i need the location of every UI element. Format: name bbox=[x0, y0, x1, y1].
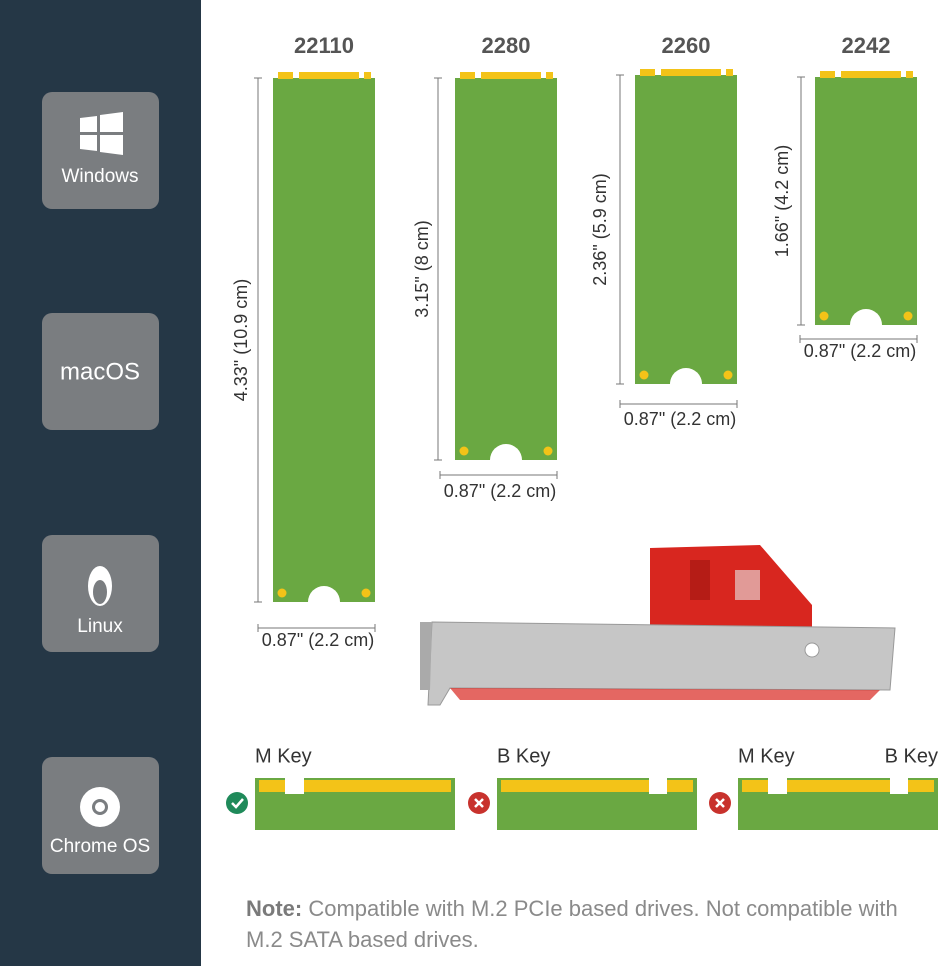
mount-notch bbox=[308, 586, 340, 602]
drive-length: 3.15" (8 cm) bbox=[412, 220, 432, 317]
drive-width: 0.87" (2.2 cm) bbox=[262, 630, 374, 650]
note-text: Compatible with M.2 PCIe based drives. N… bbox=[246, 896, 898, 952]
drive-size: 2280 bbox=[482, 33, 531, 58]
os-label: Chrome OS bbox=[50, 836, 150, 857]
os-label: macOS bbox=[60, 358, 140, 385]
compatible-icon bbox=[226, 792, 248, 814]
note: Note: Compatible with M.2 PCIe based dri… bbox=[246, 893, 936, 955]
key-label: B Key bbox=[497, 745, 550, 767]
mount-hole bbox=[819, 311, 829, 321]
gold-contact bbox=[299, 72, 359, 79]
drive-length: 1.66" (4.2 cm) bbox=[772, 145, 792, 257]
drive-width: 0.87" (2.2 cm) bbox=[444, 481, 556, 501]
contact-strip bbox=[259, 780, 451, 792]
gold-contact bbox=[481, 72, 541, 79]
drive-board bbox=[815, 77, 917, 325]
icon-glyph bbox=[474, 798, 484, 808]
gold-contact bbox=[726, 69, 733, 76]
gold-contact bbox=[906, 71, 913, 78]
mount-hole bbox=[459, 446, 469, 456]
key-notch bbox=[768, 776, 787, 794]
drive-board bbox=[455, 78, 557, 460]
os-label: Linux bbox=[77, 616, 123, 637]
gold-contact bbox=[460, 72, 475, 79]
drive-width: 0.87" (2.2 cm) bbox=[624, 409, 736, 429]
contact-strip bbox=[742, 780, 934, 792]
contact-strip bbox=[501, 780, 693, 792]
mount-notch bbox=[490, 444, 522, 460]
drive-size: 22110 bbox=[294, 33, 354, 58]
gold-contact bbox=[661, 69, 721, 76]
os-tile bbox=[42, 313, 159, 430]
drive-width: 0.87" (2.2 cm) bbox=[804, 341, 916, 361]
mount-hole bbox=[639, 370, 649, 380]
adapter-card bbox=[420, 545, 896, 706]
key-notch bbox=[285, 776, 304, 794]
icon-glyph bbox=[231, 798, 244, 809]
mount-hole bbox=[361, 588, 371, 598]
mount-hole bbox=[723, 370, 733, 380]
mount-notch bbox=[850, 309, 882, 325]
gold-contact bbox=[364, 72, 371, 79]
gold-contact bbox=[278, 72, 293, 79]
gold-contact bbox=[841, 71, 901, 78]
key-notch bbox=[649, 776, 667, 794]
gold-contact bbox=[546, 72, 553, 79]
icon-glyph bbox=[715, 798, 725, 808]
mount-notch bbox=[670, 368, 702, 384]
drive-board bbox=[273, 78, 375, 602]
os-label: Windows bbox=[61, 166, 138, 187]
key-label: M Key bbox=[255, 745, 312, 767]
mount-hole bbox=[543, 446, 553, 456]
mount-hole bbox=[903, 311, 913, 321]
note-label: Note: bbox=[246, 896, 303, 921]
drive-length: 4.33" (10.9 cm) bbox=[231, 279, 251, 401]
gold-contact bbox=[640, 69, 655, 76]
drive-size: 2242 bbox=[842, 33, 891, 58]
mount-hole bbox=[277, 588, 287, 598]
drive-length: 2.36" (5.9 cm) bbox=[590, 173, 610, 285]
gold-contact bbox=[820, 71, 835, 78]
key-label: B Key bbox=[885, 745, 938, 767]
key-notch bbox=[890, 776, 908, 794]
key-label: M Key bbox=[738, 745, 795, 767]
drive-board bbox=[635, 75, 737, 384]
os-icons bbox=[80, 112, 123, 827]
drive-size: 2260 bbox=[662, 33, 711, 58]
